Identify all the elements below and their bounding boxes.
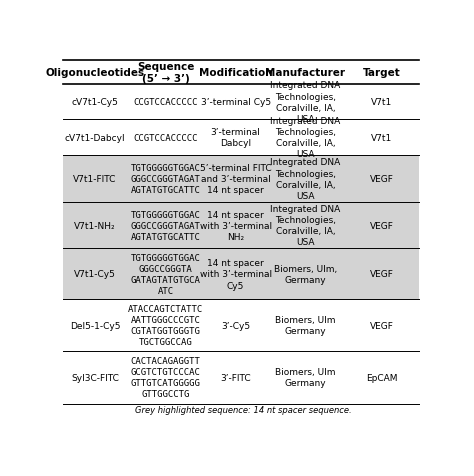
Text: 3’-terminal Cy5: 3’-terminal Cy5 [201,98,271,107]
Bar [63,85,419,119]
Text: 3’-terminal
Dabcyl: 3’-terminal Dabcyl [210,128,261,148]
Text: Biomers, Ulm
Germany: Biomers, Ulm Germany [275,367,336,387]
Text: Biomers, Ulm,
Germany: Biomers, Ulm, Germany [274,264,337,285]
Text: cV7t1-Dabcyl: cV7t1-Dabcyl [65,133,126,142]
Text: Sequence
(5’ → 3’): Sequence (5’ → 3’) [137,62,194,84]
Text: V7t1: V7t1 [371,98,392,107]
Text: VEGF: VEGF [370,175,393,184]
Text: Modification: Modification [199,68,273,78]
Text: EpCAM: EpCAM [366,373,397,382]
Text: CCGTCCACCCCC: CCGTCCACCCCC [134,98,198,107]
Text: 14 nt spacer
with 3’-terminal
Cy5: 14 nt spacer with 3’-terminal Cy5 [200,259,272,290]
Text: 3’-FITC: 3’-FITC [220,373,251,382]
Text: VEGF: VEGF [370,321,393,330]
Text: 3’-Cy5: 3’-Cy5 [221,321,250,330]
Bar [63,300,419,351]
Text: V7t1: V7t1 [371,133,392,142]
Text: V7t1-Cy5: V7t1-Cy5 [74,270,116,279]
Text: 5’-terminal FITC
and 3’-terminal
14 nt spacer: 5’-terminal FITC and 3’-terminal 14 nt s… [200,164,272,195]
Bar [63,202,419,249]
Text: Target: Target [363,68,401,78]
Text: Syl3C-FITC: Syl3C-FITC [71,373,119,382]
Bar [63,61,419,85]
Text: VEGF: VEGF [370,221,393,230]
Text: CACTACAGAGGTT
GCGTCTGTCCCAC
GTTGTCATGGGGG
GTTGGCCTG: CACTACAGAGGTT GCGTCTGTCCCAC GTTGTCATGGGG… [131,356,201,398]
Text: Grey highlighted sequence: 14 nt spacer sequence.: Grey highlighted sequence: 14 nt spacer … [135,406,351,415]
Text: Oligonucleotides: Oligonucleotides [46,68,145,78]
Text: TGTGGGGGTGGAC
GGGCCGGGTAGAT
AGTATGTGCATTC: TGTGGGGGTGGAC GGGCCGGGTAGAT AGTATGTGCATT… [131,210,201,241]
Text: Integrated DNA
Technologies,
Coralville, IA,
USA: Integrated DNA Technologies, Coralville,… [270,158,340,200]
Bar [63,249,419,300]
Text: Integrated DNA
Technologies,
Coralville, IA,
USA: Integrated DNA Technologies, Coralville,… [270,81,340,123]
Text: VEGF: VEGF [370,270,393,279]
Text: TGTGGGGGTGGAC
GGGCCGGGTA
GATAGTATGTGCA
ATC: TGTGGGGGTGGAC GGGCCGGGTA GATAGTATGTGCA A… [131,253,201,296]
Text: CCGTCCACCCCC: CCGTCCACCCCC [134,133,198,142]
Bar [63,351,419,404]
Text: Integrated DNA
Technologies,
Coralville, IA,
USA: Integrated DNA Technologies, Coralville,… [270,117,340,159]
Text: Manufacturer: Manufacturer [265,68,346,78]
Text: cV7t1-Cy5: cV7t1-Cy5 [72,98,118,107]
Text: V7t1-NH₂: V7t1-NH₂ [74,221,116,230]
Text: 14 nt spacer
with 3’-terminal
NH₂: 14 nt spacer with 3’-terminal NH₂ [200,210,272,241]
Text: Biomers, Ulm
Germany: Biomers, Ulm Germany [275,315,336,336]
Bar [63,119,419,156]
Text: TGTGGGGGTGGAC
GGGCCGGGTAGAT
AGTATGTGCATTC: TGTGGGGGTGGAC GGGCCGGGTAGAT AGTATGTGCATT… [131,164,201,195]
Text: V7t1-FITC: V7t1-FITC [73,175,117,184]
Text: Del5-1-Cy5: Del5-1-Cy5 [70,321,120,330]
Bar [63,156,419,202]
Text: Integrated DNA
Technologies,
Coralville, IA,
USA: Integrated DNA Technologies, Coralville,… [270,205,340,247]
Text: ATACCAGTCTATTC
AATTGGGCCCGTC
CGTATGGTGGGTG
TGCTGGCCAG: ATACCAGTCTATTC AATTGGGCCCGTC CGTATGGTGGG… [128,304,203,347]
